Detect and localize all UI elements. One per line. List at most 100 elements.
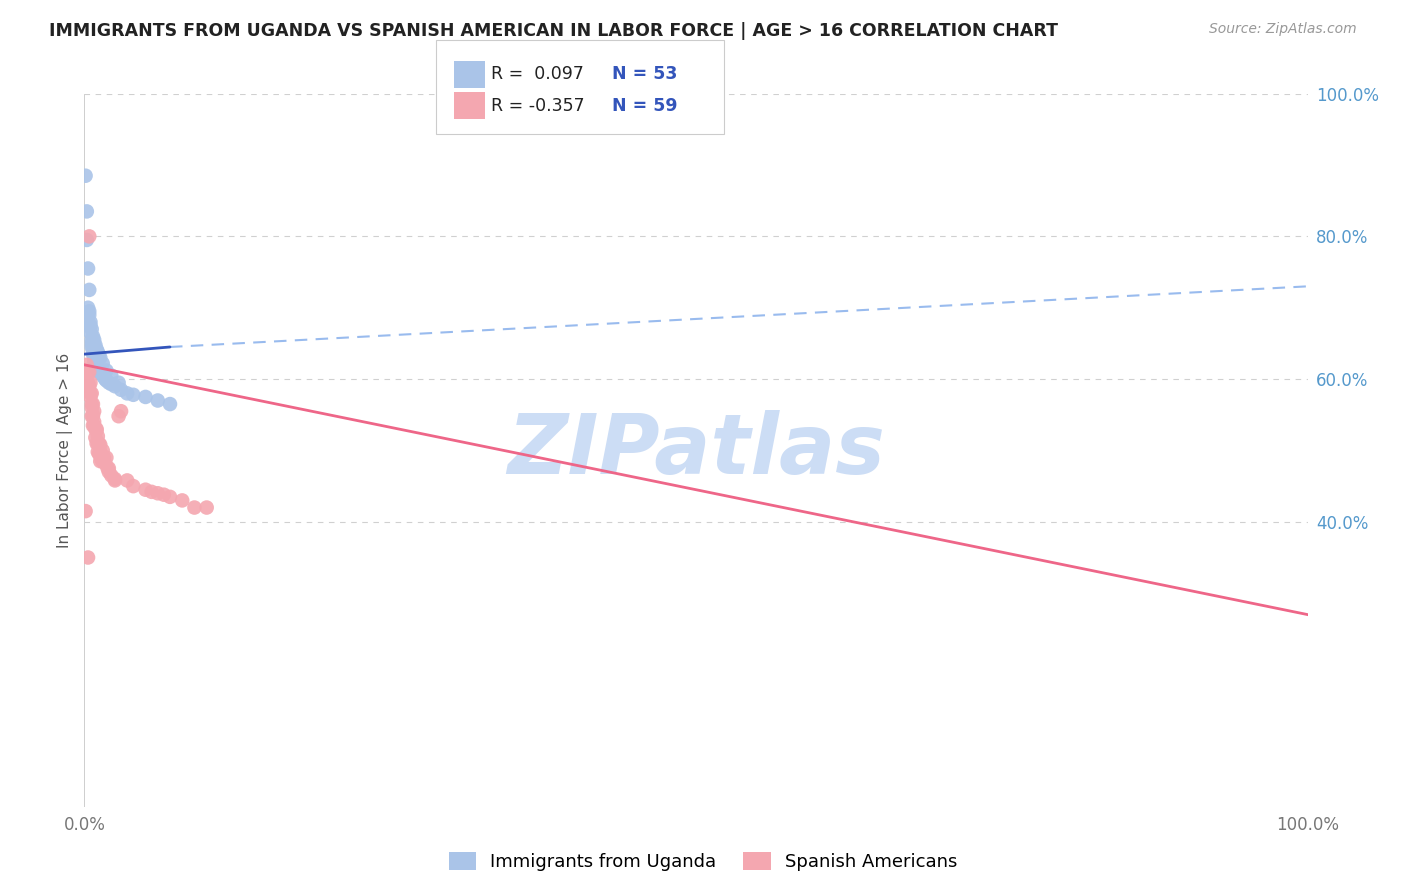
Point [172, 493, 194, 508]
Point [77, 301, 100, 315]
Point [83, 347, 105, 361]
Point [77, 365, 100, 379]
Point [77, 229, 100, 244]
Point [84, 422, 107, 436]
Point [87, 436, 110, 450]
Point [82, 343, 104, 358]
Point [77, 304, 100, 318]
Point [91, 368, 114, 383]
Point [146, 486, 169, 500]
Text: R = -0.357: R = -0.357 [491, 96, 585, 114]
Point [80, 401, 103, 415]
Point [87, 361, 110, 376]
Point [87, 429, 110, 443]
Point [141, 484, 163, 499]
Point [83, 351, 105, 365]
Point [135, 390, 157, 404]
Point [93, 450, 115, 465]
Point [77, 376, 100, 390]
Point [94, 372, 117, 386]
Point [89, 454, 111, 468]
Point [79, 326, 101, 340]
Point [77, 308, 100, 322]
Point [82, 418, 104, 433]
Point [115, 474, 138, 488]
Point [76, 358, 98, 372]
Point [86, 424, 108, 438]
Text: N = 59: N = 59 [612, 96, 678, 114]
Point [80, 322, 103, 336]
Point [104, 379, 127, 393]
Point [104, 474, 127, 488]
Point [86, 342, 108, 356]
Point [77, 550, 100, 565]
Point [82, 409, 104, 424]
Point [80, 336, 103, 351]
Point [110, 404, 132, 418]
Point [96, 363, 118, 377]
Point [83, 333, 105, 347]
Point [86, 436, 108, 450]
Point [97, 465, 120, 479]
Point [77, 365, 100, 379]
Point [96, 450, 118, 465]
Point [122, 479, 145, 493]
Point [76, 204, 98, 219]
Point [87, 348, 110, 362]
Point [86, 361, 108, 376]
Point [80, 397, 103, 411]
Point [82, 408, 104, 422]
Point [100, 468, 122, 483]
Point [82, 397, 104, 411]
Point [90, 452, 112, 467]
Point [76, 233, 98, 247]
Point [75, 169, 97, 183]
Point [84, 358, 107, 372]
Point [91, 454, 114, 468]
Point [97, 461, 120, 475]
Point [80, 386, 103, 401]
Point [93, 370, 115, 384]
Point [80, 409, 103, 424]
Point [87, 436, 110, 450]
Point [107, 409, 129, 424]
Point [79, 390, 101, 404]
Text: R =  0.097: R = 0.097 [491, 65, 583, 83]
Point [107, 376, 129, 390]
Point [77, 283, 100, 297]
Text: N = 53: N = 53 [612, 65, 676, 83]
Y-axis label: In Labor Force | Age > 16: In Labor Force | Age > 16 [58, 353, 73, 548]
Point [104, 472, 127, 486]
Point [86, 358, 108, 372]
Point [79, 318, 101, 333]
Point [79, 386, 101, 401]
Point [159, 490, 181, 504]
Text: IMMIGRANTS FROM UGANDA VS SPANISH AMERICAN IN LABOR FORCE | AGE > 16 CORRELATION: IMMIGRANTS FROM UGANDA VS SPANISH AMERIC… [49, 22, 1059, 40]
Text: Source: ZipAtlas.com: Source: ZipAtlas.com [1209, 22, 1357, 37]
Point [80, 333, 103, 347]
Point [86, 422, 108, 436]
Point [195, 500, 218, 515]
Point [153, 488, 176, 502]
Point [80, 340, 103, 354]
Point [87, 365, 110, 379]
Point [90, 367, 112, 381]
Point [87, 345, 110, 359]
Point [84, 431, 107, 445]
Legend: Immigrants from Uganda, Spanish Americans: Immigrants from Uganda, Spanish American… [441, 845, 965, 879]
Point [89, 438, 111, 452]
Point [87, 445, 110, 459]
Point [135, 483, 157, 497]
Point [82, 340, 104, 354]
Point [100, 368, 122, 383]
Point [83, 404, 105, 418]
Point [146, 393, 169, 408]
Point [89, 351, 111, 365]
Point [183, 500, 205, 515]
Point [77, 261, 100, 276]
Point [97, 376, 120, 390]
Point [75, 504, 97, 518]
Point [122, 388, 145, 402]
Point [84, 354, 107, 368]
Point [84, 338, 107, 352]
